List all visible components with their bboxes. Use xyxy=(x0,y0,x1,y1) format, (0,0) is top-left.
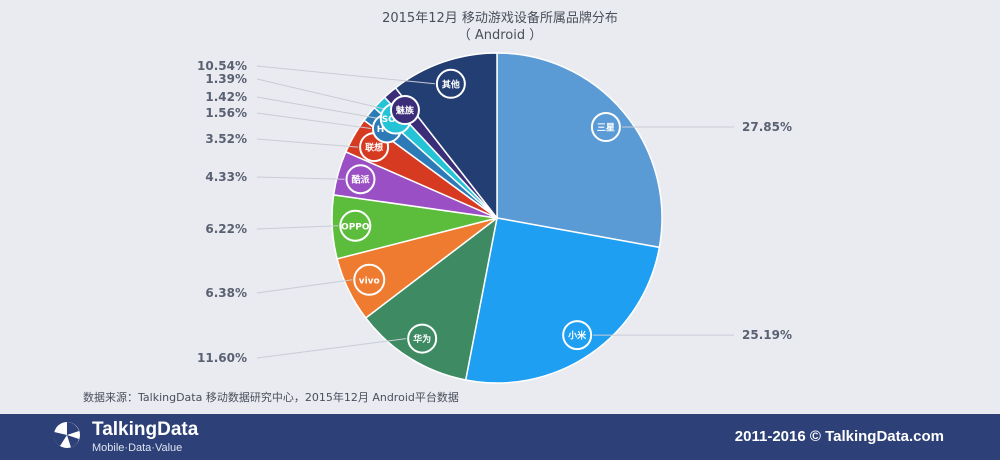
leader-line-2 xyxy=(256,338,407,359)
slice-value-label-1: 25.19% xyxy=(742,328,792,342)
slice-value-label-3: 6.38% xyxy=(205,286,247,300)
slice-badge-10 xyxy=(435,68,466,99)
slice-value-label-8: 1.42% xyxy=(205,90,247,104)
slice-value-label-7: 1.56% xyxy=(205,106,247,120)
slice-label-10: 其他 xyxy=(442,78,460,90)
pie-slice-10 xyxy=(394,52,498,221)
slice-label-5: 酷派 xyxy=(351,174,370,186)
footer-copyright: 2011-2016 © TalkingData.com xyxy=(734,428,944,445)
leader-line-9 xyxy=(256,78,390,111)
slice-badge-1 xyxy=(562,320,593,351)
chart-title: 2015年12月 移动游戏设备所属品牌分布 xyxy=(382,10,618,26)
talkingdata-logo-icon xyxy=(53,422,80,448)
leader-line-5 xyxy=(256,176,345,180)
pie-slice-0 xyxy=(496,52,663,249)
pie-slice-1 xyxy=(464,217,661,384)
slice-value-label-5: 4.33% xyxy=(205,170,247,184)
slice-badge-2 xyxy=(407,323,438,354)
slice-label-0: 三星 xyxy=(597,123,615,134)
slice-value-label-4: 6.22% xyxy=(205,222,247,236)
slice-badge-4 xyxy=(339,209,372,242)
slice-value-label-10: 10.54% xyxy=(197,59,247,73)
slice-badge-3 xyxy=(353,263,386,296)
leader-line-10 xyxy=(256,65,435,85)
slice-value-label-2: 11.60% xyxy=(197,351,247,365)
leader-line-3 xyxy=(256,279,353,294)
footer-bar xyxy=(0,414,1000,460)
footer-brand: TalkingData xyxy=(92,419,199,440)
leader-line-7 xyxy=(256,112,371,129)
slice-label-4: OPPO xyxy=(341,222,370,232)
slice-label-1: 小米 xyxy=(567,330,587,342)
leader-line-4 xyxy=(256,225,339,230)
slice-badge-9 xyxy=(389,95,420,126)
slice-value-label-0: 27.85% xyxy=(742,120,792,134)
footer-tagline: Mobile·Data·Value xyxy=(92,442,183,454)
slice-badge-0 xyxy=(590,112,621,143)
slice-label-6: 联想 xyxy=(365,142,383,154)
chart-subtitle: （ Android ） xyxy=(458,28,543,43)
slice-value-label-6: 3.52% xyxy=(205,132,247,146)
slice-label-9: 魅族 xyxy=(396,105,415,117)
leader-line-8 xyxy=(256,96,379,120)
slice-label-3: vivo xyxy=(359,276,380,286)
slice-value-label-9: 1.39% xyxy=(205,72,247,86)
slice-label-2: 华为 xyxy=(413,333,431,345)
data-source-note: 数据来源：TalkingData 移动数据研究中心，2015年12月 Andro… xyxy=(83,391,459,404)
leader-line-6 xyxy=(256,138,359,148)
slice-badge-5 xyxy=(345,164,376,195)
